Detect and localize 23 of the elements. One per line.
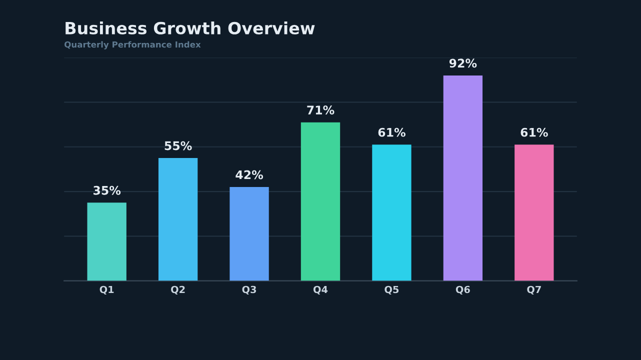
- bar: [230, 187, 269, 281]
- bar: [372, 144, 412, 281]
- data-label: 55%: [164, 141, 192, 150]
- bar: [300, 122, 340, 281]
- data-label: 35%: [93, 186, 121, 195]
- bar: [443, 75, 483, 281]
- x-tick-label: Q6: [456, 286, 470, 294]
- data-label: 92%: [449, 58, 477, 68]
- data-label: 71%: [307, 106, 334, 114]
- bar: [514, 144, 554, 281]
- x-tick-label: Q3: [242, 286, 256, 294]
- data-label: 61%: [520, 128, 548, 137]
- chart-title: Business Growth Overview: [66, 22, 315, 34]
- x-tick-label: Q2: [171, 286, 185, 294]
- data-label: 42%: [236, 170, 264, 180]
- bar: [158, 158, 198, 281]
- x-tick-label: Q7: [527, 286, 541, 294]
- x-tick-label: Q1: [100, 286, 114, 294]
- bar: [87, 202, 126, 281]
- x-tick-label: Q4: [313, 286, 328, 294]
- chart-subtitle: Quarterly Performance Index: [64, 41, 201, 50]
- x-tick-label: Q5: [384, 286, 399, 294]
- data-label: 61%: [378, 128, 406, 137]
